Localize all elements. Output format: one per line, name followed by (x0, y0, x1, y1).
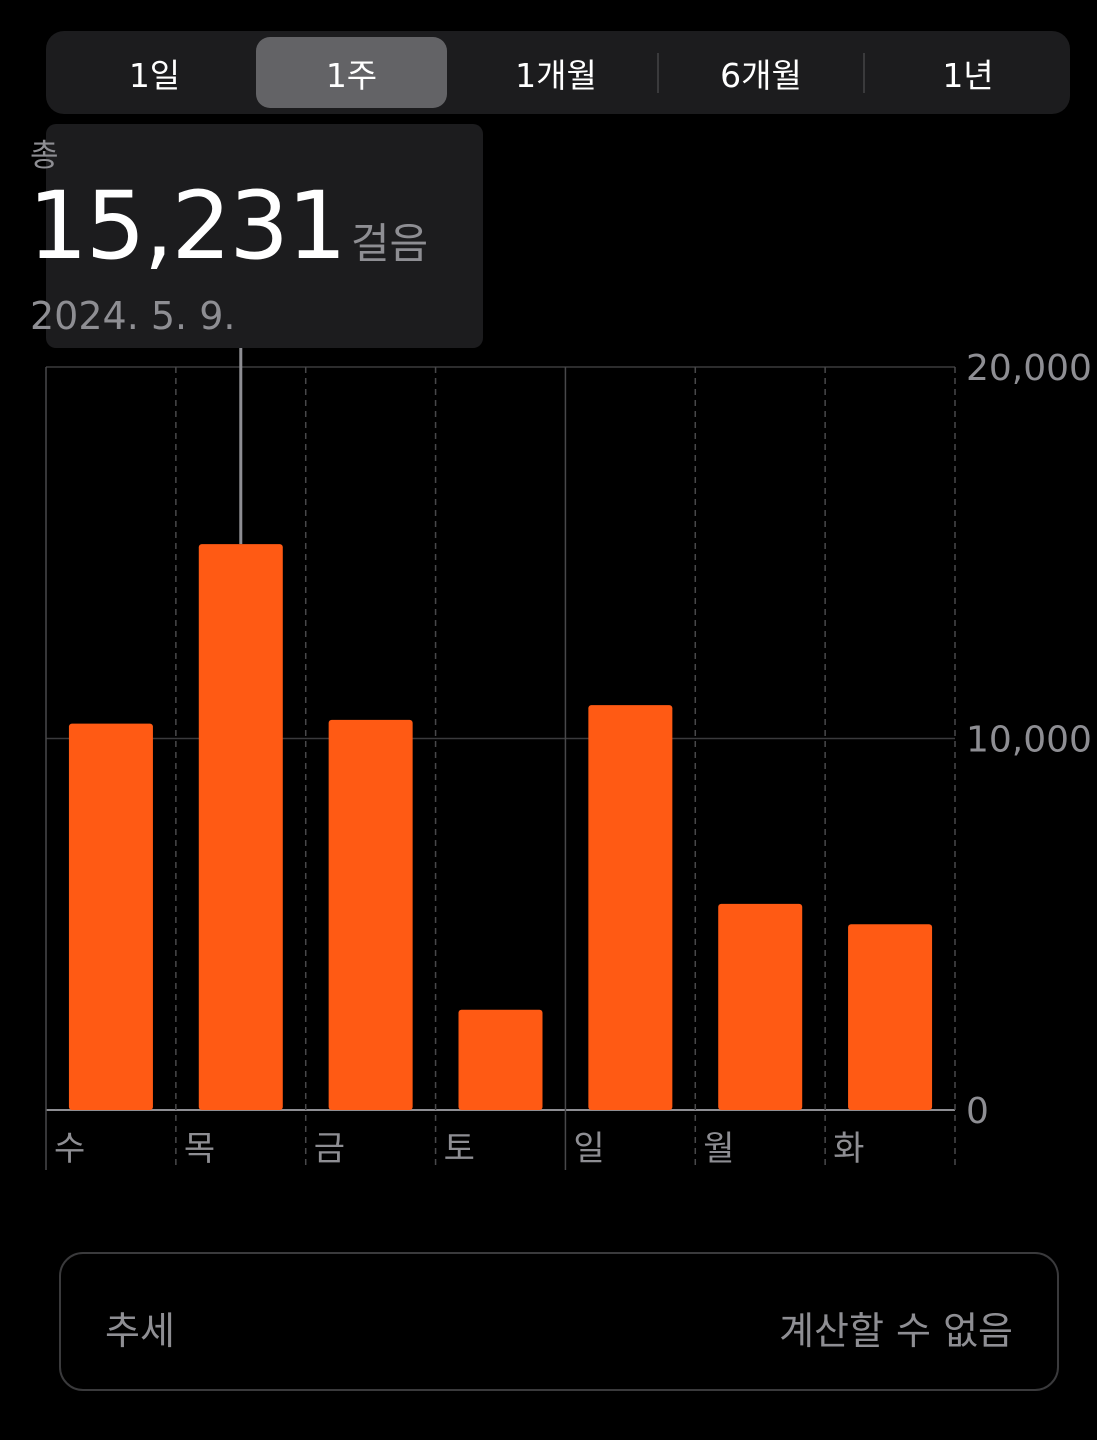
trend-value: 계산할 수 없음 (779, 1309, 1013, 1353)
x-tick-label: 목 (184, 1129, 215, 1169)
segment-6-months[interactable]: 6개월 (720, 55, 802, 95)
selection-tooltip (46, 124, 483, 348)
x-tick-label: 화 (833, 1129, 864, 1169)
bar-3[interactable] (458, 1009, 543, 1110)
x-tick-label: 수 (54, 1129, 85, 1169)
tooltip-unit: 걸음 (350, 219, 429, 268)
segment-1-month[interactable]: 1개월 (515, 55, 597, 95)
trend-label: 추세 (105, 1309, 175, 1353)
tooltip-date: 2024. 5. 9. (30, 294, 236, 338)
bar-1[interactable] (198, 544, 283, 1110)
segment-1-day[interactable]: 1일 (128, 55, 181, 95)
x-tick-label: 월 (703, 1129, 734, 1169)
time-range-segmented-control: 1일 1주 1개월 6개월 1년 (46, 31, 1070, 114)
y-tick-label: 20,000 (966, 348, 1092, 389)
segment-divider (863, 53, 865, 93)
x-tick-label: 일 (573, 1129, 604, 1169)
tooltip-label: 총 (30, 138, 59, 174)
tooltip-value-row: 15,231 걸음 (28, 180, 428, 274)
y-tick-label: 10,000 (966, 720, 1092, 761)
bar-6[interactable] (848, 924, 933, 1110)
segment-1-week[interactable]: 1주 (256, 37, 447, 108)
bar-2[interactable] (328, 719, 413, 1110)
steps-bar-chart[interactable]: 0 10,000 20,000 수 목 금 토 일 월 화 (0, 0, 1097, 1200)
y-tick-label: 0 (966, 1091, 989, 1132)
segment-divider (657, 53, 659, 93)
trend-card[interactable]: 추세 계산할 수 없음 (59, 1252, 1059, 1391)
bar-5[interactable] (718, 903, 803, 1110)
tooltip-value: 15,231 (28, 172, 347, 281)
bar-4[interactable] (588, 705, 673, 1110)
segment-1-year[interactable]: 1년 (942, 55, 994, 95)
x-tick-label: 토 (444, 1129, 475, 1169)
bar-0[interactable] (68, 723, 153, 1110)
x-tick-label: 금 (314, 1129, 345, 1169)
